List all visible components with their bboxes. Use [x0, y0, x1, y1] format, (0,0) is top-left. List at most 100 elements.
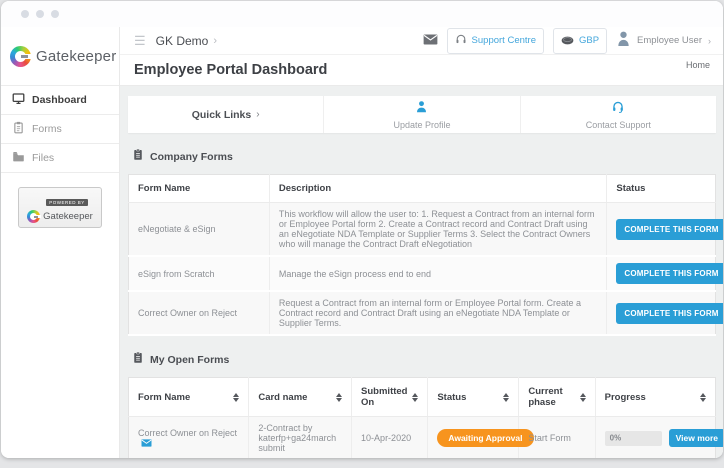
complete-form-button[interactable]: COMPLETE THIS FORM — [616, 263, 723, 284]
currency-selector[interactable]: GBP — [552, 27, 608, 54]
column-header: Current phase — [518, 377, 596, 417]
user-icon — [415, 100, 428, 118]
progress-bar: 0% — [604, 430, 662, 446]
window-titlebar — [1, 1, 723, 27]
powered-by-gatekeeper-badge[interactable]: POWERED BY Gatekeeper — [18, 187, 102, 228]
brand-name: Gatekeeper — [36, 47, 117, 65]
column-header: Submitted On — [351, 377, 429, 417]
form-name-cell: eNegotiate & eSign — [128, 202, 270, 257]
main-area: ☰ GK Demo › Support Centre — [120, 27, 723, 458]
content: Quick Links › Update Profile Contact S — [120, 86, 723, 458]
column-header: Form Name — [128, 174, 270, 203]
sort-icon[interactable] — [233, 392, 240, 402]
support-centre-label: Support Centre — [471, 35, 536, 46]
sort-icon[interactable] — [579, 392, 586, 402]
my-open-forms-heading: My Open Forms — [132, 351, 712, 369]
quick-link-label: Update Profile — [393, 119, 451, 130]
headset-icon — [611, 100, 625, 118]
powered-by-label: POWERED BY — [46, 199, 88, 206]
sidebar-item-forms[interactable]: Forms — [1, 115, 119, 144]
table-row: Correct Owner on Reject Request a Contra… — [128, 291, 723, 336]
section-title: Company Forms — [150, 151, 233, 163]
quick-link-update-profile[interactable]: Update Profile — [324, 96, 521, 133]
window-control-dot[interactable] — [21, 10, 29, 18]
description-cell: Manage the eSign process end to end — [269, 256, 608, 292]
sidebar-item-dashboard[interactable]: Dashboard — [1, 86, 119, 115]
dashboard-icon — [12, 92, 25, 108]
my-open-forms-table: Form Name Card name Submitted On Status … — [128, 377, 723, 458]
headset-icon — [455, 32, 467, 50]
quick-links-toggle[interactable]: Quick Links › — [128, 96, 325, 133]
table-row: eNegotiate & eSign This workflow will al… — [128, 202, 723, 257]
column-header: Card name — [248, 377, 353, 417]
messages-envelope-icon[interactable] — [423, 32, 438, 50]
card-name-cell: 2-Contract by katerfp+ga24march submit — [248, 416, 353, 458]
submitted-on-cell: 10-Apr-2020 — [351, 416, 429, 458]
section-title: My Open Forms — [150, 354, 230, 366]
description-cell: This workflow will allow the user to: 1.… — [269, 202, 608, 257]
view-more-button[interactable]: View more — [668, 429, 723, 447]
column-header: Form Name — [128, 377, 250, 417]
clipboard-icon — [12, 121, 25, 137]
window-control-dot[interactable] — [36, 10, 44, 18]
sort-icon[interactable] — [412, 392, 419, 402]
powered-by-name: Gatekeeper — [43, 211, 93, 222]
form-name-cell: Correct Owner on Reject — [128, 416, 250, 458]
gatekeeper-logo-icon — [10, 45, 32, 67]
table-row: Correct Owner on Reject 2-Contract by ka… — [128, 416, 723, 458]
complete-form-button[interactable]: COMPLETE THIS FORM — [616, 218, 723, 240]
hamburger-menu-icon[interactable]: ☰ — [134, 32, 146, 48]
quick-link-contact-support[interactable]: Contact Support — [521, 96, 716, 133]
quick-links-bar: Quick Links › Update Profile Contact S — [128, 96, 716, 133]
form-name-cell: eSign from Scratch — [128, 256, 270, 292]
sidebar-nav: Dashboard Forms Files — [1, 85, 119, 173]
chevron-right-icon: › — [256, 109, 260, 120]
status-cell: COMPLETE THIS FORM — [606, 291, 723, 336]
description-cell: Request a Contract from an internal form… — [269, 291, 608, 336]
sidebar: Gatekeeper Dashboard Forms — [1, 27, 120, 458]
gatekeeper-logo-icon — [27, 210, 42, 223]
column-header: Status — [427, 377, 520, 417]
envelope-icon[interactable] — [141, 438, 152, 449]
user-name: Employee User — [637, 35, 702, 46]
form-name-cell: Correct Owner on Reject — [128, 291, 270, 336]
topbar: ☰ GK Demo › Support Centre — [120, 27, 723, 55]
account-breadcrumb[interactable]: GK Demo — [155, 33, 209, 48]
page-title: Employee Portal Dashboard — [134, 62, 328, 78]
sort-icon[interactable] — [336, 392, 343, 402]
status-cell: Awaiting Approval — [427, 416, 534, 458]
table-row: eSign from Scratch Manage the eSign proc… — [128, 256, 723, 292]
quick-links-title: Quick Links — [191, 108, 252, 121]
window-control-dot[interactable] — [51, 10, 59, 18]
complete-form-button[interactable]: COMPLETE THIS FORM — [616, 302, 723, 324]
chevron-right-icon: › — [213, 34, 218, 47]
sort-icon[interactable] — [503, 392, 510, 402]
status-badge: Awaiting Approval — [437, 429, 534, 447]
sidebar-item-files[interactable]: Files — [1, 144, 119, 173]
column-header: Status — [606, 174, 716, 203]
folder-icon — [12, 150, 25, 166]
currency-label: GBP — [578, 35, 600, 46]
company-forms-heading: Company Forms — [132, 148, 712, 166]
quick-link-label: Contact Support — [585, 119, 651, 130]
user-menu[interactable]: Employee User › — [616, 30, 711, 52]
current-phase-cell: Start Form — [518, 416, 596, 458]
company-forms-table: Form Name Description Status eNegotiate … — [128, 174, 723, 336]
coin-icon — [561, 32, 574, 50]
sidebar-item-label: Forms — [32, 123, 62, 135]
sort-icon[interactable] — [700, 392, 706, 402]
column-header: Description — [269, 174, 608, 203]
support-centre-button[interactable]: Support Centre — [446, 27, 544, 54]
sidebar-item-label: Dashboard — [32, 94, 87, 106]
app-window: Gatekeeper Dashboard Forms — [1, 1, 723, 458]
progress-cell: 0% View more — [595, 416, 723, 458]
status-cell: COMPLETE THIS FORM — [606, 202, 723, 257]
page-header: Employee Portal Dashboard Home — [120, 55, 723, 86]
home-link[interactable]: Home — [685, 60, 710, 70]
status-cell: COMPLETE THIS FORM — [606, 256, 723, 292]
avatar-icon — [616, 30, 631, 52]
clipboard-icon — [132, 148, 144, 166]
sidebar-item-label: Files — [32, 152, 55, 164]
chevron-right-icon: › — [708, 35, 711, 46]
app-logo[interactable]: Gatekeeper — [1, 27, 119, 85]
